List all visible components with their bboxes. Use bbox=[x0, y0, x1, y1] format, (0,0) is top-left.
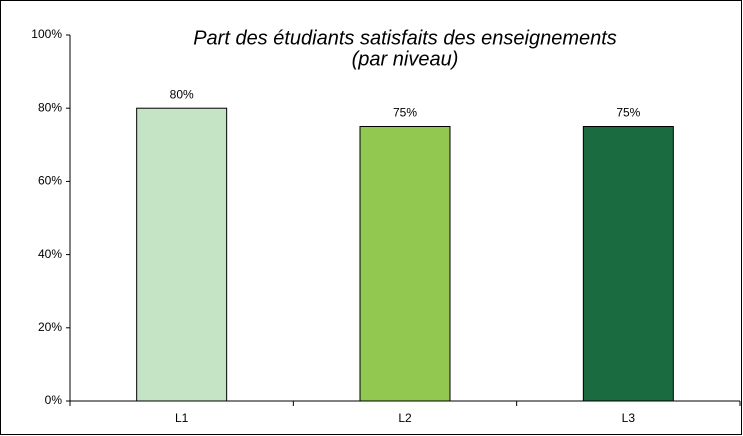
x-tick-label: L3 bbox=[622, 411, 636, 425]
x-tick-label: L1 bbox=[175, 411, 189, 425]
chart-subtitle: (par niveau) bbox=[352, 48, 459, 70]
y-tick-label: 60% bbox=[38, 174, 62, 188]
y-tick-label: 80% bbox=[38, 100, 62, 114]
y-tick-label: 20% bbox=[38, 320, 62, 334]
y-tick-label: 100% bbox=[31, 27, 62, 41]
y-tick-label: 40% bbox=[38, 247, 62, 261]
bar bbox=[582, 126, 674, 402]
bar bbox=[136, 107, 228, 402]
value-label: 75% bbox=[393, 106, 417, 120]
value-label: 75% bbox=[616, 106, 640, 120]
bar bbox=[359, 126, 451, 402]
value-label: 80% bbox=[170, 87, 194, 101]
x-tick-label: L2 bbox=[398, 411, 412, 425]
y-tick-label: 0% bbox=[45, 393, 63, 407]
chart-title: Part des étudiants satisfaits des enseig… bbox=[193, 27, 617, 49]
